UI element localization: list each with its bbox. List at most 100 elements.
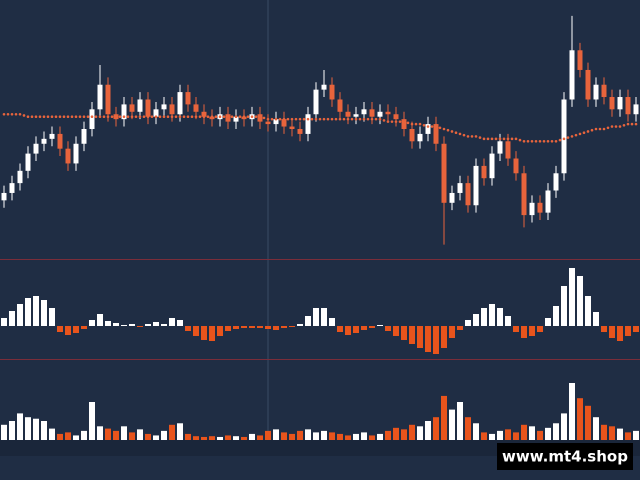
bar	[449, 409, 455, 440]
bar	[617, 326, 623, 341]
ma-dot	[522, 140, 526, 143]
bar	[249, 326, 255, 328]
ma-dot	[266, 117, 270, 121]
candle-body	[81, 129, 87, 144]
bar	[145, 324, 151, 326]
candle-body	[497, 141, 503, 154]
ma-dot	[362, 117, 366, 121]
ma-dot	[354, 117, 358, 121]
bar	[337, 326, 343, 332]
ma-dot	[226, 115, 230, 118]
ma-dot	[318, 117, 322, 121]
bar	[273, 326, 279, 330]
candle-body	[609, 97, 615, 110]
bar	[153, 322, 159, 326]
bar	[57, 326, 63, 332]
bar	[89, 402, 95, 440]
bar	[289, 433, 295, 440]
bar	[241, 326, 247, 328]
ma-dot	[542, 140, 546, 143]
ma-dot	[178, 115, 182, 118]
bar	[65, 326, 71, 335]
candle-body	[561, 99, 567, 174]
bar	[113, 323, 119, 326]
bar	[9, 421, 15, 440]
ma-dot	[2, 112, 6, 116]
bar	[169, 318, 175, 326]
candle-body	[161, 104, 167, 110]
ma-dot	[634, 122, 638, 126]
ma-dot	[466, 135, 470, 138]
bar	[225, 435, 231, 440]
candle-body	[505, 141, 511, 159]
candle-body	[401, 119, 407, 129]
ma-dot	[138, 115, 142, 118]
bar	[41, 421, 47, 440]
bar	[49, 308, 55, 326]
ma-dot	[406, 121, 410, 125]
ma-dot	[602, 127, 606, 131]
ma-dot	[590, 128, 594, 132]
ma-dot	[194, 115, 198, 118]
ma-dot	[438, 126, 442, 130]
bar	[321, 308, 327, 326]
bar	[257, 326, 263, 328]
candle-body	[57, 133, 63, 149]
ma-dot	[390, 120, 394, 123]
bar	[17, 413, 23, 440]
bar	[521, 424, 527, 440]
bar	[569, 383, 575, 440]
bar	[481, 308, 487, 326]
candle-body	[553, 173, 559, 191]
bar	[113, 430, 119, 440]
ma-dot	[474, 135, 478, 138]
ma-dot	[126, 115, 130, 118]
candle-body	[177, 92, 183, 115]
ma-dot	[326, 117, 330, 121]
ma-dot	[154, 115, 158, 118]
ma-dot	[426, 125, 430, 128]
bar	[401, 326, 407, 340]
candle-body	[537, 202, 543, 213]
ma-dot	[278, 117, 282, 121]
ma-dot	[214, 115, 218, 118]
bar	[161, 324, 167, 326]
candle-body	[465, 183, 471, 206]
bar	[513, 432, 519, 440]
bar	[569, 268, 575, 326]
ma-dot	[22, 114, 26, 117]
ma-dot	[614, 125, 618, 128]
bar	[505, 316, 511, 326]
bar	[497, 308, 503, 326]
ma-dot	[622, 124, 626, 127]
bar	[361, 326, 367, 330]
bar	[41, 300, 47, 326]
bar	[609, 426, 615, 440]
ma-dot	[510, 137, 514, 141]
bar	[177, 423, 183, 440]
ma-dot	[78, 115, 82, 118]
candle-body	[129, 104, 135, 112]
ma-dot	[82, 115, 86, 118]
ma-dot	[50, 115, 54, 118]
bar	[585, 296, 591, 326]
bar	[409, 326, 415, 344]
ma-dot	[494, 137, 498, 141]
ma-dot	[338, 117, 342, 121]
bar	[593, 417, 599, 440]
candle-body	[577, 50, 583, 70]
ma-dot	[346, 117, 350, 121]
bar	[329, 432, 335, 440]
ma-dot	[550, 140, 554, 143]
bar	[105, 428, 111, 440]
bar	[593, 312, 599, 326]
candle-body	[545, 190, 551, 213]
ma-dot	[86, 115, 90, 118]
bar	[81, 326, 87, 329]
ma-dot	[254, 115, 258, 118]
bar	[449, 326, 455, 338]
bar	[577, 398, 583, 440]
ma-dot	[294, 117, 298, 121]
